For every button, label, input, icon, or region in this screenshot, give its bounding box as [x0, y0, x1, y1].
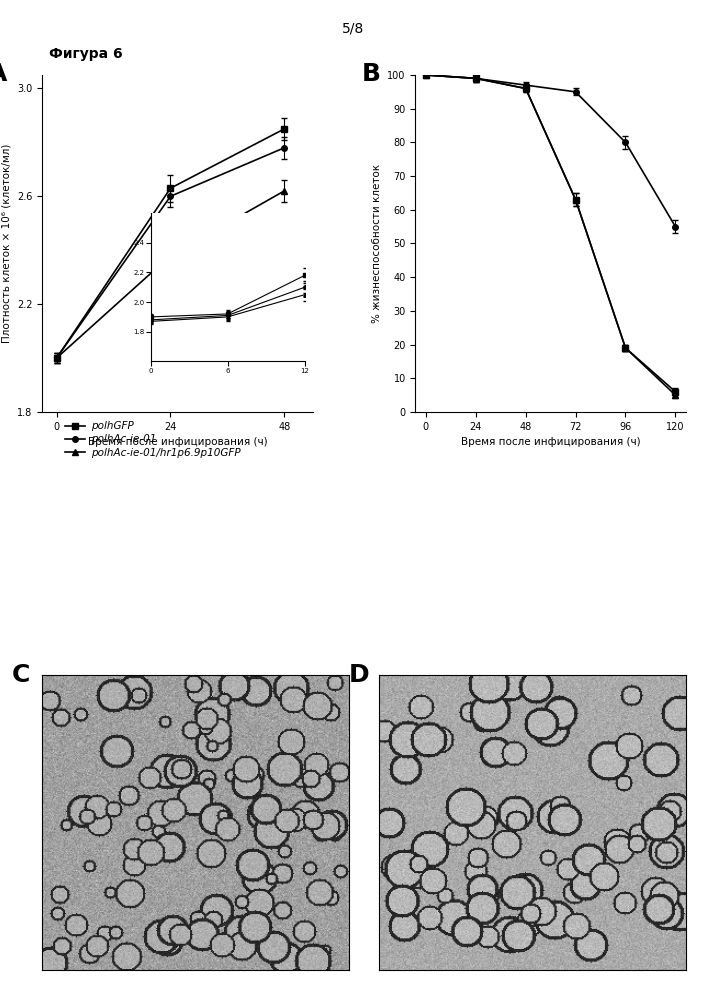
Y-axis label: Плотность клеток × 10⁶ (клеток/мл): Плотность клеток × 10⁶ (клеток/мл): [1, 144, 11, 343]
Text: 5/8: 5/8: [342, 22, 365, 36]
Y-axis label: % жизнеспособности клеток: % жизнеспособности клеток: [372, 164, 382, 323]
Text: C: C: [12, 663, 30, 687]
X-axis label: Время после инфицирования (ч): Время после инфицирования (ч): [461, 437, 641, 447]
Text: D: D: [349, 663, 370, 687]
Text: A: A: [0, 62, 8, 86]
Text: Фигура 6: Фигура 6: [49, 47, 123, 61]
Legend: polhGFP, polhAc-ie-01, polhAc-ie-01/hr1p6.9p10GFP: polhGFP, polhAc-ie-01, polhAc-ie-01/hr1p…: [61, 417, 245, 462]
Text: B: B: [361, 62, 380, 86]
X-axis label: Время после инфицирования (ч): Время после инфицирования (ч): [88, 437, 267, 447]
